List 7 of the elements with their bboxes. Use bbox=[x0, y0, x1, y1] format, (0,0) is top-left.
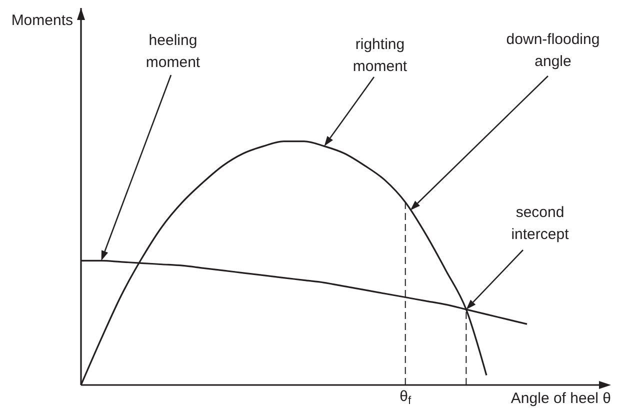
text: θ$_{f}$ bbox=[400, 388, 412, 407]
text: down-flooding angle bbox=[506, 31, 600, 70]
annotation: second intercept bbox=[511, 204, 570, 243]
text: Moments bbox=[11, 12, 73, 29]
text: righting moment bbox=[352, 36, 408, 75]
text: heeling moment bbox=[146, 32, 201, 71]
x-axis-title: Angle of heel θ bbox=[510, 390, 611, 407]
